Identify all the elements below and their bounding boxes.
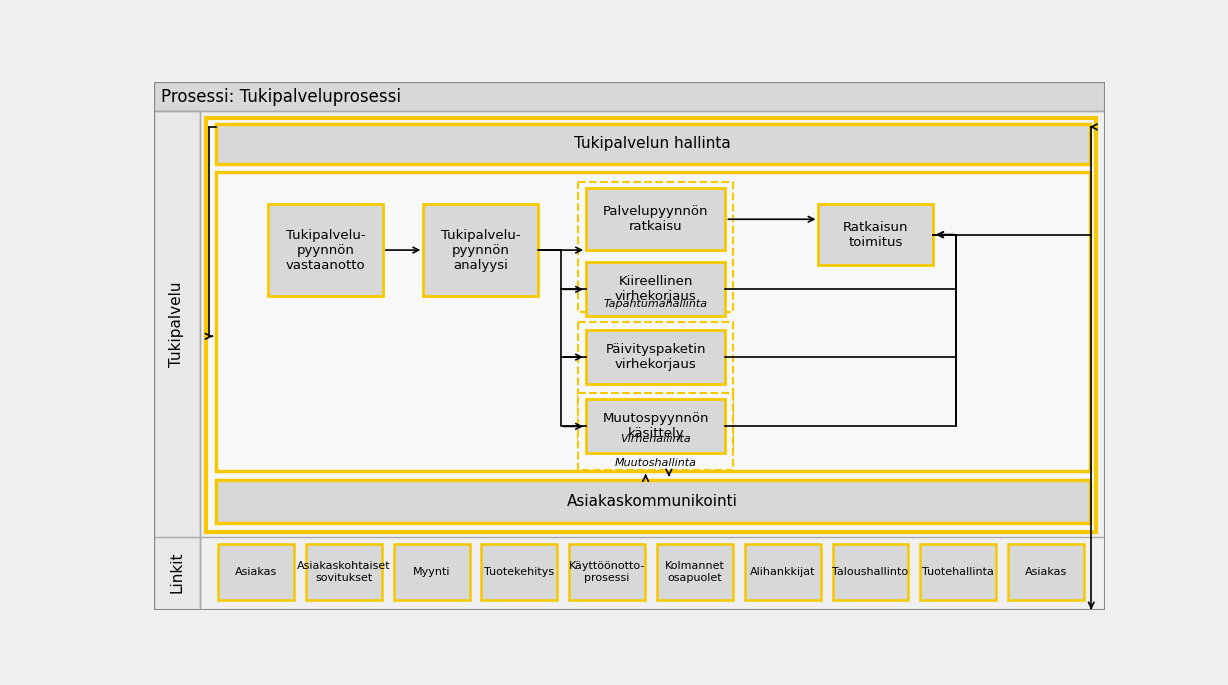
Text: Taloushallinto: Taloushallinto: [833, 567, 909, 577]
Bar: [578, 393, 733, 471]
Bar: [570, 544, 645, 599]
Bar: [818, 204, 933, 266]
Text: Tuotehallinta: Tuotehallinta: [922, 567, 995, 577]
Bar: [586, 262, 726, 316]
Text: Kiireellinen
virhekorjaus: Kiireellinen virhekorjaus: [615, 275, 696, 303]
Text: Ratkaisun
toimitus: Ratkaisun toimitus: [844, 221, 909, 249]
Text: Alihankkijat: Alihankkijat: [750, 567, 815, 577]
Text: Tuotekehitys: Tuotekehitys: [484, 567, 554, 577]
Bar: [578, 323, 733, 447]
Bar: [578, 182, 733, 312]
Text: Virhehallinta: Virhehallinta: [620, 434, 691, 445]
Bar: [833, 544, 909, 599]
Bar: [657, 544, 733, 599]
Bar: [1008, 544, 1084, 599]
Bar: [215, 479, 1089, 523]
Text: Asiakaskohtaiset
sovitukset: Asiakaskohtaiset sovitukset: [297, 561, 391, 583]
Bar: [586, 188, 726, 250]
Text: Päivityspaketin
virhekorjaus: Päivityspaketin virhekorjaus: [605, 343, 706, 371]
Text: Tukipalvelun hallinta: Tukipalvelun hallinta: [575, 136, 731, 151]
Bar: [215, 124, 1089, 164]
Bar: [215, 173, 1089, 471]
Text: Muutoshallinta: Muutoshallinta: [615, 458, 696, 468]
Bar: [154, 82, 1105, 112]
Bar: [268, 204, 383, 296]
Bar: [306, 544, 382, 599]
Text: Asiakas: Asiakas: [235, 567, 278, 577]
Text: Myynti: Myynti: [413, 567, 451, 577]
Bar: [744, 544, 820, 599]
Text: Tapahtumahallinta: Tapahtumahallinta: [604, 299, 707, 309]
Text: Tukipalvelu-
pyynnön
vastaanotto: Tukipalvelu- pyynnön vastaanotto: [286, 229, 366, 271]
Text: Muutospyynnön
käsittely: Muutospyynnön käsittely: [603, 412, 709, 440]
Bar: [586, 399, 726, 453]
Text: Asiakaskommunikointi: Asiakaskommunikointi: [567, 494, 738, 508]
Bar: [920, 544, 996, 599]
Text: Prosessi: Tukipalveluprosessi: Prosessi: Tukipalveluprosessi: [161, 88, 402, 105]
Bar: [219, 544, 293, 599]
Bar: [424, 204, 538, 296]
Bar: [154, 112, 200, 610]
Bar: [481, 544, 558, 599]
Text: Tukipalvelu: Tukipalvelu: [169, 282, 184, 366]
Text: Linkit: Linkit: [169, 552, 184, 593]
Bar: [586, 330, 726, 384]
Text: Asiakas: Asiakas: [1025, 567, 1067, 577]
Text: Tukipalvelu-
pyynnön
analyysi: Tukipalvelu- pyynnön analyysi: [441, 229, 521, 271]
Text: Kolmannet
osapuolet: Kolmannet osapuolet: [666, 561, 725, 583]
Bar: [206, 118, 1095, 532]
Text: Palvelupyynnön
ratkaisu: Palvelupyynnön ratkaisu: [603, 206, 709, 234]
Text: Käyttöönotto-
prosessi: Käyttöönotto- prosessi: [569, 561, 646, 583]
Bar: [394, 544, 469, 599]
